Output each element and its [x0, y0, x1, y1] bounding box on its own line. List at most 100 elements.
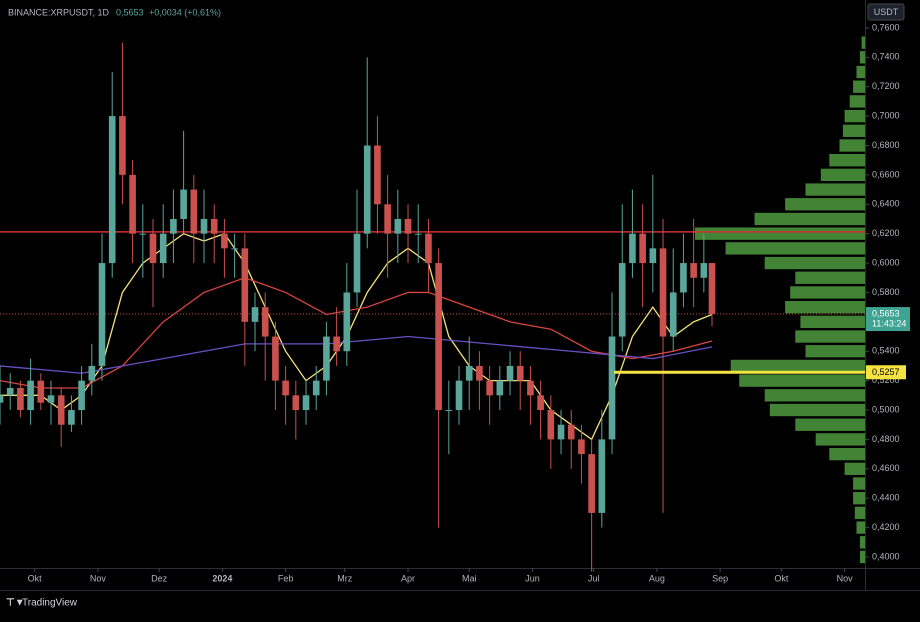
y-tick-label: 0,7400 [872, 52, 900, 62]
plot-area [0, 36, 865, 572]
candle-body [465, 365, 473, 381]
candle-body [649, 248, 657, 264]
candle-body [414, 233, 422, 235]
y-tick-label: 0,5800 [872, 287, 900, 297]
candle-body [629, 233, 636, 264]
candle-body [404, 218, 412, 234]
x-tick-label: Okt [28, 573, 43, 583]
candle-body [292, 395, 300, 411]
profile-bar [795, 330, 865, 343]
x-tick-label: Feb [278, 573, 294, 583]
candle-body [506, 365, 514, 381]
profile-bar [764, 256, 865, 270]
profile-bar [853, 492, 865, 505]
x-tick-label: Mai [462, 573, 477, 583]
y-tick-label: 0,6200 [872, 228, 900, 238]
candle-body [282, 380, 289, 396]
profile-bar [829, 447, 865, 461]
y-tick-label: 0,5400 [872, 346, 900, 356]
candle-body [312, 380, 320, 396]
candle-body [170, 218, 177, 234]
profile-bar [859, 536, 865, 549]
candle-body [588, 454, 595, 513]
candle-body [190, 189, 198, 234]
profile-bar [854, 506, 865, 520]
candle-body [17, 387, 24, 411]
profile-bar [754, 212, 865, 226]
profile-bar [800, 315, 865, 329]
profile-bar [853, 80, 865, 93]
last-price: 0,5653 [116, 7, 144, 17]
candle-body [353, 233, 361, 293]
current-price-label: 0,5653 [872, 308, 900, 318]
x-tick-label: Mrz [337, 573, 352, 583]
candle-body [68, 410, 75, 425]
candle-body [129, 174, 136, 234]
y-tick-label: 0,4400 [872, 493, 900, 503]
candle-body [231, 248, 238, 250]
profile-bar [739, 374, 865, 387]
candle-body [0, 395, 4, 403]
y-tick-label: 0,7200 [872, 81, 900, 91]
brand-logo: ⊤▼ [6, 598, 25, 609]
candle-body [455, 380, 463, 411]
profile-bar [785, 198, 865, 211]
candle-body [425, 233, 432, 264]
y-tick-label: 0,4000 [872, 551, 900, 561]
x-tick-label: Okt [774, 573, 789, 583]
y-tick-label: 0,6800 [872, 140, 900, 150]
y-tick-label: 0,5000 [872, 404, 900, 414]
candle-body [261, 307, 269, 337]
current-price-box [866, 307, 910, 332]
candle-body [210, 218, 218, 234]
candle-body [435, 263, 442, 411]
candle-body [476, 365, 483, 381]
profile-bar [725, 242, 865, 255]
support-label-box [866, 365, 906, 380]
profile-bar [856, 521, 865, 534]
y-tick-label: 0,4600 [872, 463, 900, 473]
candle-body [394, 218, 402, 234]
candle-body [37, 380, 45, 403]
candle-body [272, 336, 279, 381]
candle-body [57, 395, 65, 425]
candle-body [47, 395, 55, 403]
brand: TradingView [22, 598, 78, 609]
candle-body [108, 116, 116, 264]
profile-bar [730, 359, 865, 373]
profile-bar [844, 462, 865, 475]
candle-body [496, 380, 504, 396]
profile-bar [815, 433, 865, 446]
profile-bar [842, 124, 865, 137]
y-tick-label: 0,4200 [872, 522, 900, 532]
profile-bar [829, 154, 865, 167]
y-tick-label: 0,6600 [872, 169, 900, 179]
candle-body [578, 439, 585, 455]
x-tick-label: Sep [712, 573, 728, 583]
profile-bar [859, 550, 865, 564]
candle-body [527, 380, 534, 396]
candle-body [139, 233, 147, 235]
currency-box[interactable] [867, 3, 905, 21]
y-tick-label: 0,7000 [872, 110, 900, 120]
profile-bar [790, 286, 865, 299]
currency[interactable]: USDT [874, 7, 899, 17]
candle-body [98, 263, 106, 366]
chart-title: BINANCE:XRPUSDT, 1D [8, 7, 110, 17]
candle-body [598, 439, 606, 513]
candle-body [119, 116, 126, 175]
candle-body [669, 292, 677, 337]
candle-body [241, 248, 249, 322]
candle-body [608, 336, 616, 440]
candle-body [149, 233, 157, 264]
profile-bar [853, 477, 865, 490]
y-tick-label: 0,5200 [872, 375, 900, 385]
profile-bar [795, 418, 865, 431]
x-tick-label: Nov [837, 573, 854, 583]
candle-body [557, 424, 565, 440]
profile-bar [820, 168, 865, 182]
profile-bar [861, 36, 865, 49]
y-tick-label: 0,6400 [872, 199, 900, 209]
candle-body [159, 233, 167, 264]
